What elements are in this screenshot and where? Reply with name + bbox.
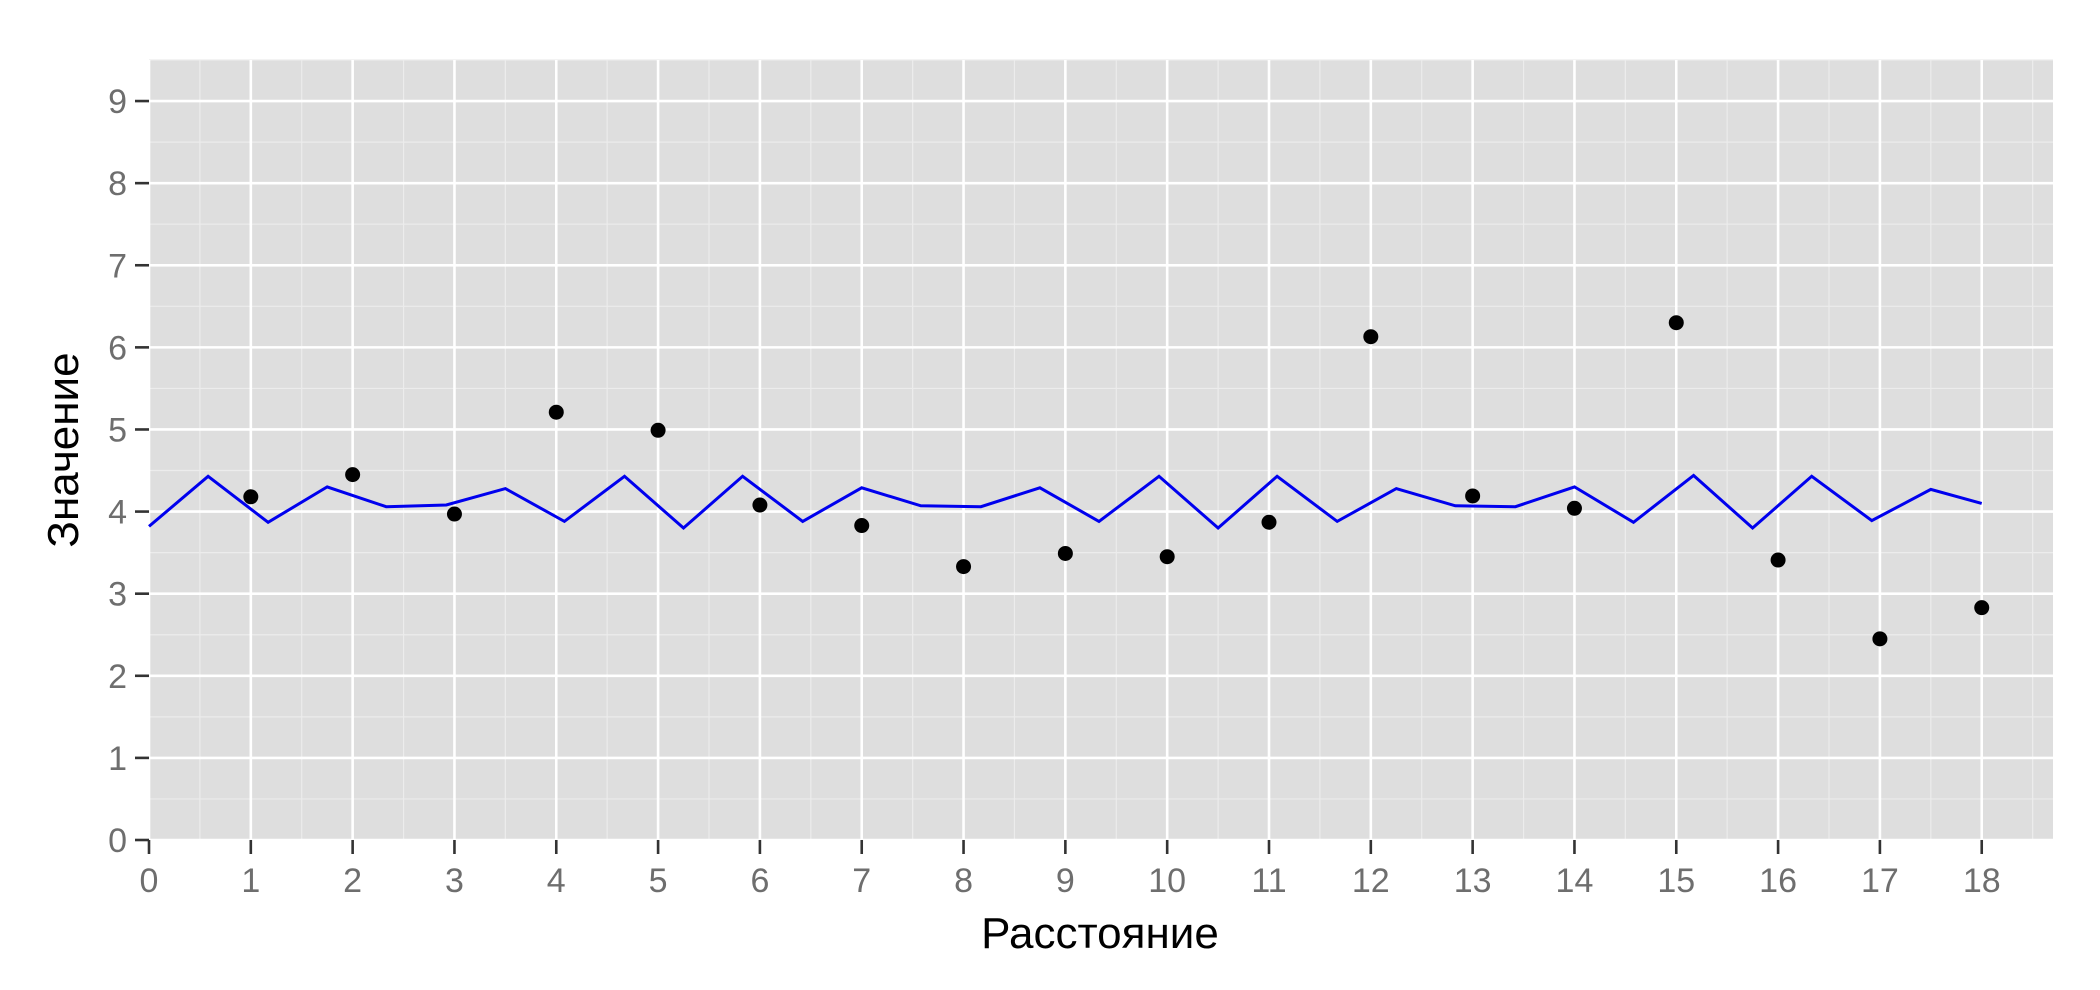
y-tick-label: 8 [108, 165, 127, 203]
y-tick-label: 9 [108, 83, 127, 121]
x-tick-label: 8 [954, 862, 973, 900]
x-tick-label: 14 [1556, 862, 1594, 900]
y-tick-label: 3 [108, 576, 127, 614]
x-tick-label: 6 [750, 862, 769, 900]
x-tick-label: 9 [1056, 862, 1075, 900]
data-point [1668, 315, 1684, 331]
data-point [1465, 488, 1481, 504]
data-point [1057, 545, 1073, 561]
data-point [345, 467, 361, 483]
data-point [956, 559, 972, 575]
x-tick-label: 16 [1759, 862, 1797, 900]
data-point [854, 518, 870, 534]
x-tick-label: 15 [1657, 862, 1695, 900]
x-tick-label: 2 [343, 862, 362, 900]
data-point [548, 404, 564, 420]
y-tick-label: 0 [108, 822, 127, 860]
y-tick-label: 5 [108, 411, 127, 449]
data-point [1974, 600, 1990, 616]
data-point [446, 506, 462, 522]
x-tick-label: 1 [241, 862, 260, 900]
y-tick-label: 1 [108, 740, 127, 778]
y-axis: 0 1 2 3 4 5 6 7 8 9 [108, 83, 149, 860]
x-tick-label: 4 [547, 862, 566, 900]
data-point [650, 422, 666, 438]
y-axis-title: Значение [39, 352, 88, 547]
minor-grid [149, 59, 2053, 840]
y-tick-label: 7 [108, 247, 127, 285]
x-tick-label: 0 [140, 862, 159, 900]
trend-line-series [148, 473, 1983, 531]
plot-panel [149, 60, 2053, 840]
x-tick-label: 11 [1251, 862, 1286, 900]
y-tick-label: 4 [108, 494, 127, 532]
data-point [1261, 514, 1277, 530]
data-point [752, 497, 768, 513]
x-axis: 0 1 2 3 4 5 6 7 8 9 10 11 12 13 14 15 16 17 18 [140, 840, 2001, 900]
x-tick-label: 5 [649, 862, 668, 900]
scatter-points-series [243, 315, 1990, 647]
data-point [1770, 552, 1786, 568]
x-tick-label: 18 [1963, 862, 2001, 900]
x-tick-label: 13 [1454, 862, 1492, 900]
data-point [1872, 631, 1888, 647]
x-tick-label: 10 [1148, 862, 1186, 900]
data-point [1363, 329, 1379, 345]
y-tick-label: 2 [108, 658, 127, 696]
trend-line [148, 473, 1983, 531]
x-tick-label: 7 [852, 862, 871, 900]
x-axis-title: Расстояние [981, 909, 1219, 958]
data-point [1159, 549, 1175, 565]
x-tick-label: 3 [445, 862, 464, 900]
x-tick-label: 17 [1861, 862, 1899, 900]
y-tick-label: 6 [108, 329, 127, 367]
x-tick-label: 12 [1352, 862, 1390, 900]
data-point [243, 489, 259, 505]
major-grid [147, 60, 2053, 842]
data-point [1566, 500, 1582, 516]
